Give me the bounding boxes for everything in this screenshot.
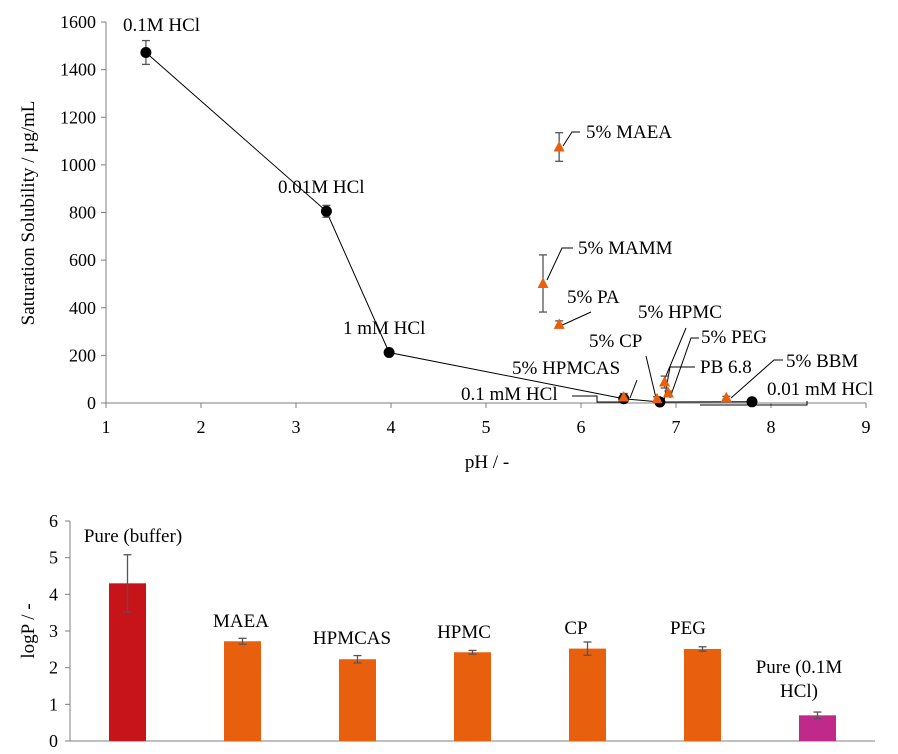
- scatter-leader-line: [662, 327, 687, 384]
- scatter-y-tick-label: 1200: [60, 107, 96, 127]
- polymer-point: [537, 277, 549, 288]
- bar-category-label: CP: [564, 618, 587, 639]
- scatter-leader-line: [546, 247, 573, 281]
- scatter-x-tick-label: 9: [862, 417, 871, 437]
- scatter-y-tick-label: 1400: [60, 60, 96, 80]
- scatter-x-tick-label: 6: [577, 417, 586, 437]
- bar-category-label: Pure (buffer): [84, 526, 182, 547]
- scatter-point-label: 0.01 mM HCl: [767, 379, 873, 400]
- scatter-point-label: 5% HPMCAS: [512, 358, 620, 379]
- scatter-y-tick-label: 800: [69, 203, 96, 223]
- bar-2: [224, 641, 261, 741]
- bar-bars: [109, 583, 836, 741]
- scatter-y-tick-label: 600: [69, 250, 96, 270]
- scatter-point-label: 5% MAEA: [586, 122, 672, 143]
- scatter-point-label: 5% BBM: [786, 351, 858, 372]
- scatter-point-label: 5% CP: [589, 331, 642, 352]
- hcl-point: [746, 396, 758, 408]
- polymer-point: [720, 391, 732, 403]
- scatter-y-tick-label: 400: [69, 298, 96, 318]
- scatter-point-label: 1 mM HCl: [343, 318, 425, 339]
- scatter-y-axis-title: Saturation Solubility / µg/mL: [18, 101, 39, 326]
- hcl-point: [140, 46, 152, 58]
- scatter-point-label: PB 6.8: [700, 357, 752, 378]
- scatter-leader-line: [562, 131, 580, 147]
- bar-y-tick-label: 5: [49, 548, 58, 568]
- scatter-point-label: 0.01M HCl: [278, 177, 365, 198]
- bar-error-bars: [123, 554, 822, 720]
- scatter-point-label: 5% PEG: [701, 327, 767, 348]
- scatter-point-label: 0.1M HCl: [123, 15, 200, 36]
- scatter-y-tick-label: 1000: [60, 155, 96, 175]
- bar-y-tick-label: 0: [49, 731, 58, 751]
- bar-7: [799, 715, 836, 741]
- scatter-y-tick-label: 1600: [60, 12, 96, 32]
- scatter-x-tick-label: 7: [672, 417, 681, 437]
- scatter-point-label: 5% HPMC: [638, 302, 722, 323]
- scatter-leader-lines: [546, 131, 808, 406]
- hcl-point: [383, 347, 395, 359]
- bar-y-tick-label: 4: [49, 584, 58, 604]
- bar-3: [339, 659, 376, 741]
- bar-y-tick-label: 1: [49, 694, 58, 714]
- bar-y-tick-label: 3: [49, 621, 58, 641]
- bar-category-label: HPMC: [437, 622, 491, 643]
- scatter-point-label: 0.1 mM HCl: [461, 384, 558, 405]
- scatter-x-tick-label: 4: [387, 417, 396, 437]
- scatter-axes: 1 2 3 4 5 6 7 8 9 0 200 400 600 800 1000 1200 1400 1600: [60, 12, 871, 437]
- scatter-leader-line: [645, 355, 657, 399]
- scatter-x-tick-label: 5: [482, 417, 491, 437]
- bar-category-label: MAEA: [213, 611, 269, 632]
- polymer-point: [618, 391, 630, 402]
- scatter-leader-line: [700, 401, 808, 406]
- scatter-y-tick-label: 200: [69, 345, 96, 365]
- scatter-point-label: 5% MAMM: [578, 238, 673, 259]
- scatter-connecting-line: [145, 52, 753, 403]
- polymer-point: [659, 376, 671, 387]
- polymer-point: [553, 141, 565, 152]
- scatter-x-tick-label: 1: [102, 417, 111, 437]
- bar-category-label: Pure (0.1M HCl): [756, 657, 843, 702]
- solubility-scatter-chart: 1 2 3 4 5 6 7 8 9 0 200 400 600 800 1000 1200 1400 1600 0…: [18, 12, 873, 473]
- scatter-leader-line: [730, 359, 783, 399]
- bar-category-labels: Pure (buffer) MAEA HPMCAS HPMC CP PEG Pure (0.…: [84, 526, 843, 702]
- scatter-labels: 0.1M HCl 0.01M HCl 1 mM HCl 0.1 mM HCl PB 6.…: [123, 15, 873, 405]
- bar-5: [569, 648, 606, 741]
- scatter-point-label: 5% PA: [567, 287, 620, 308]
- bar-y-tick-label: 6: [49, 511, 58, 531]
- scatter-x-axis-title: pH / -: [465, 452, 509, 473]
- bar-6: [684, 648, 721, 741]
- bar-category-label: PEG: [670, 618, 706, 639]
- polymer-point: [553, 318, 565, 329]
- scatter-y-tick-label: 0: [87, 393, 96, 413]
- bar-y-tick-label: 2: [49, 658, 58, 678]
- scatter-points: [140, 46, 758, 408]
- scatter-x-tick-label: 2: [197, 417, 206, 437]
- scatter-x-tick-label: 3: [292, 417, 301, 437]
- scatter-x-tick-label: 8: [767, 417, 776, 437]
- hcl-point: [320, 205, 332, 217]
- logp-bar-chart: 0 1 2 3 4 5 6 Pure (buffer) MAEA HPMCAS HPMC CP PEG…: [18, 511, 875, 751]
- scatter-leader-line: [557, 311, 592, 328]
- bar-y-axis-title: logP / -: [18, 603, 39, 658]
- hcl-series-line: [145, 52, 753, 403]
- scatter-leader-line: [669, 337, 699, 399]
- bar-4: [454, 652, 491, 741]
- polymer-point: [662, 386, 674, 398]
- bar-category-label: HPMCAS: [313, 628, 391, 649]
- scatter-leader-line: [629, 379, 638, 399]
- scatter-leader-line: [572, 395, 626, 403]
- polymer-point: [651, 392, 663, 404]
